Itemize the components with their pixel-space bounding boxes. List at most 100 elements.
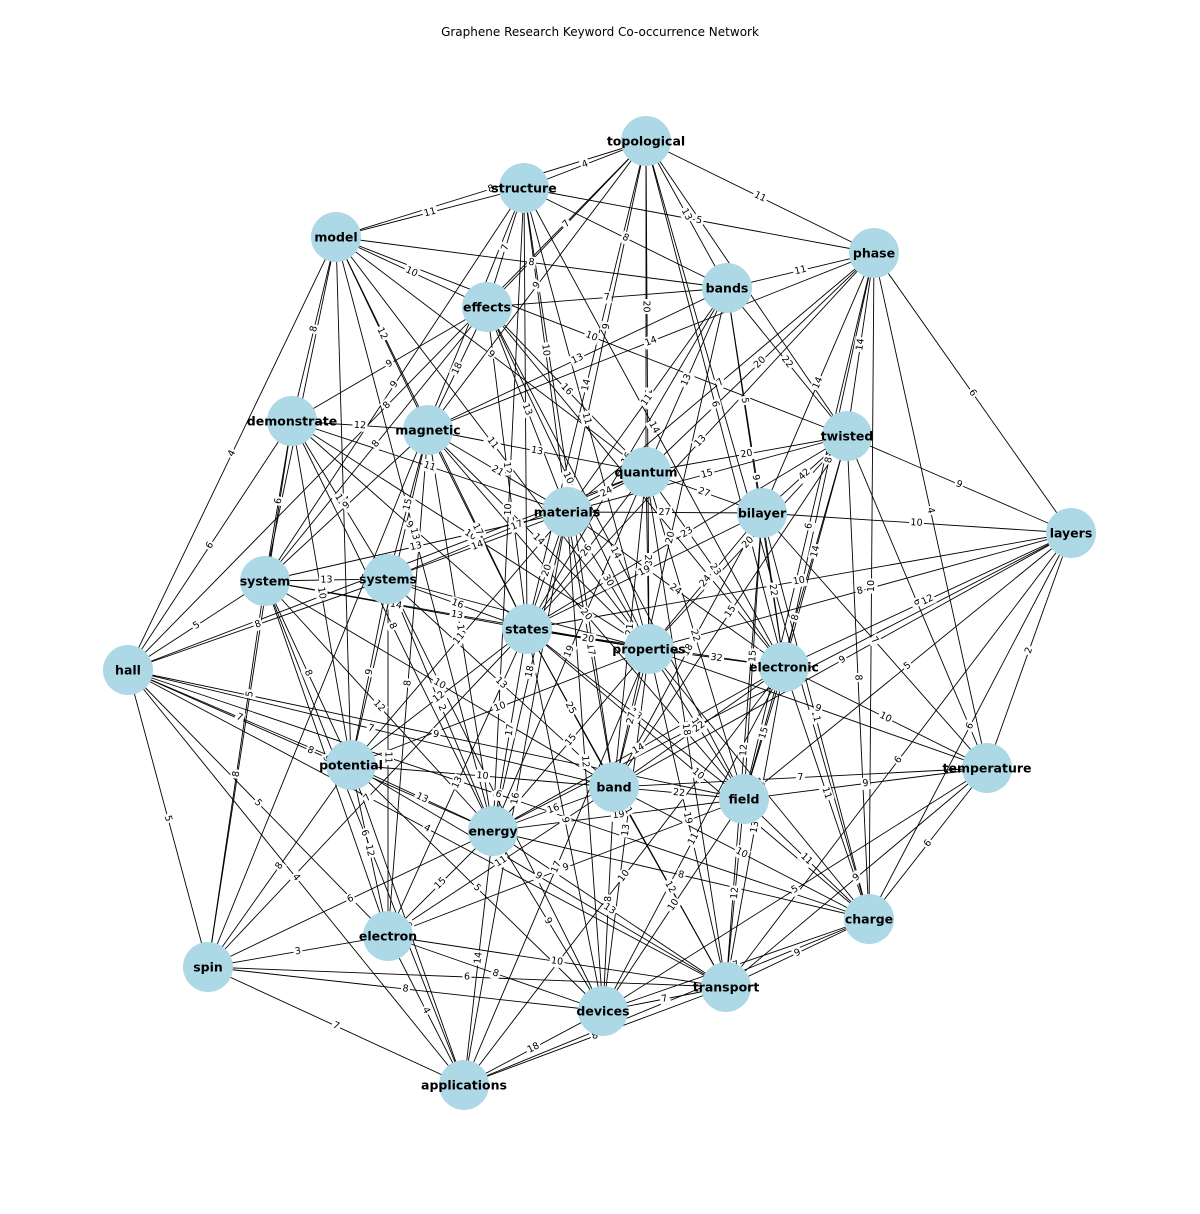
node-topological[interactable]: topological <box>607 116 685 166</box>
node-spin[interactable]: spin <box>183 942 233 992</box>
edge-label-electronic-charge: 11 <box>818 783 835 803</box>
node-circle[interactable] <box>439 1060 489 1110</box>
node-demonstrate[interactable]: demonstrate <box>247 396 337 446</box>
edge-label-band-charge: 10 <box>732 844 751 862</box>
node-transport[interactable]: transport <box>693 962 760 1012</box>
node-twisted[interactable]: twisted <box>821 411 874 461</box>
node-electronic[interactable]: electronic <box>749 642 819 692</box>
node-phase[interactable]: phase <box>849 228 899 278</box>
node-potential[interactable]: potential <box>319 740 383 790</box>
node-circle[interactable] <box>759 642 809 692</box>
node-circle[interactable] <box>578 986 628 1036</box>
edge-label-bg <box>487 462 508 480</box>
edge-weight: 13 <box>450 775 465 791</box>
node-circle[interactable] <box>621 116 671 166</box>
node-field[interactable]: field <box>719 774 769 824</box>
edge-weight: 4 <box>420 1005 433 1015</box>
edge-weight: 8 <box>308 325 320 333</box>
edge-weight: 9 <box>404 519 416 531</box>
edge-label-twisted-layers: 9 <box>952 477 966 492</box>
edge-weight: 8 <box>302 668 315 678</box>
node-circle[interactable] <box>844 894 894 944</box>
node-band[interactable]: band <box>589 762 639 812</box>
node-circle[interactable] <box>468 806 518 856</box>
node-quantum[interactable]: quantum <box>614 447 678 497</box>
edge-label-electronic-temperature: 10 <box>876 708 895 727</box>
edge-label-bg <box>429 675 450 693</box>
edge-weight: 12 <box>738 744 750 757</box>
node-model[interactable]: model <box>311 212 361 262</box>
node-circle[interactable] <box>589 762 639 812</box>
node-circle[interactable] <box>624 624 674 674</box>
node-circle[interactable] <box>962 743 1012 793</box>
node-hall[interactable]: hall <box>103 645 153 695</box>
node-circle[interactable] <box>502 604 552 654</box>
node-circle[interactable] <box>542 487 592 537</box>
edge-label-bg <box>526 255 537 270</box>
node-circle[interactable] <box>267 396 317 446</box>
node-circle[interactable] <box>311 212 361 262</box>
edge-label-bg <box>849 870 864 885</box>
node-magnetic[interactable]: magnetic <box>395 405 461 455</box>
node-effects[interactable]: effects <box>462 282 512 332</box>
node-circle[interactable] <box>719 774 769 824</box>
node-layers[interactable]: layers <box>1046 508 1096 558</box>
edge-label-bg <box>362 841 377 860</box>
edge-label-bg <box>738 446 755 462</box>
node-circle[interactable] <box>240 556 290 606</box>
node-circle[interactable] <box>403 405 453 455</box>
edge-weight: 8 <box>852 674 863 681</box>
edge-label-phase-quantum: 20 <box>750 352 770 373</box>
node-circle[interactable] <box>737 488 787 538</box>
edge-label-magnetic-electron: 8 <box>401 678 415 688</box>
edge-label-phase-magnetic: 14 <box>641 333 661 350</box>
node-circle[interactable] <box>1046 508 1096 558</box>
node-circle[interactable] <box>363 554 413 604</box>
edge-label-model-quantum: 9 <box>483 347 499 362</box>
node-label: states <box>505 622 549 637</box>
node-systems[interactable]: systems <box>359 554 417 604</box>
node-structure[interactable]: structure <box>491 163 557 213</box>
edge-weight: 8 <box>528 257 535 269</box>
edge-label-bg <box>693 213 705 228</box>
edge-label-potential-transport: 9 <box>531 868 546 884</box>
edge-label-layers-band: 9 <box>835 652 850 668</box>
node-circle[interactable] <box>462 282 512 332</box>
edge-label-bg <box>292 944 304 959</box>
edge-label-bg <box>822 454 836 466</box>
edge-label-quantum-energy: 19 <box>561 642 578 661</box>
node-electron[interactable]: electron <box>359 911 417 961</box>
node-circle[interactable] <box>849 228 899 278</box>
edges-layer <box>127 140 1072 1086</box>
node-devices[interactable]: devices <box>576 986 630 1036</box>
node-temperature[interactable]: temperature <box>942 743 1032 793</box>
node-properties[interactable]: properties <box>612 624 686 674</box>
edge-label-bilayer-transport: 12 <box>737 742 751 758</box>
edge-label-bg <box>544 800 563 818</box>
node-charge[interactable]: charge <box>844 894 894 944</box>
node-circle[interactable] <box>499 163 549 213</box>
node-circle[interactable] <box>702 263 752 313</box>
node-circle[interactable] <box>103 645 153 695</box>
node-system[interactable]: system <box>240 556 291 606</box>
node-circle[interactable] <box>621 447 671 497</box>
edge-label-structure-model: 11 <box>421 204 439 221</box>
edge-label-bg <box>561 642 578 661</box>
node-circle[interactable] <box>363 911 413 961</box>
node-energy[interactable]: energy <box>468 806 518 856</box>
node-label: band <box>596 780 631 795</box>
node-bilayer[interactable]: bilayer <box>737 488 787 538</box>
node-states[interactable]: states <box>502 604 552 654</box>
node-circle[interactable] <box>326 740 376 790</box>
edge-label-bg <box>448 359 467 378</box>
node-bands[interactable]: bands <box>702 263 752 313</box>
edge-label-electron-devices: 8 <box>489 966 502 981</box>
edge-weight: 13 <box>620 823 632 836</box>
node-circle[interactable] <box>183 942 233 992</box>
node-materials[interactable]: materials <box>534 487 601 537</box>
node-circle[interactable] <box>822 411 872 461</box>
node-circle[interactable] <box>701 962 751 1012</box>
edge-label-model-effects: 10 <box>402 263 421 281</box>
node-applications[interactable]: applications <box>421 1060 507 1110</box>
edge-label-bg <box>737 395 752 406</box>
